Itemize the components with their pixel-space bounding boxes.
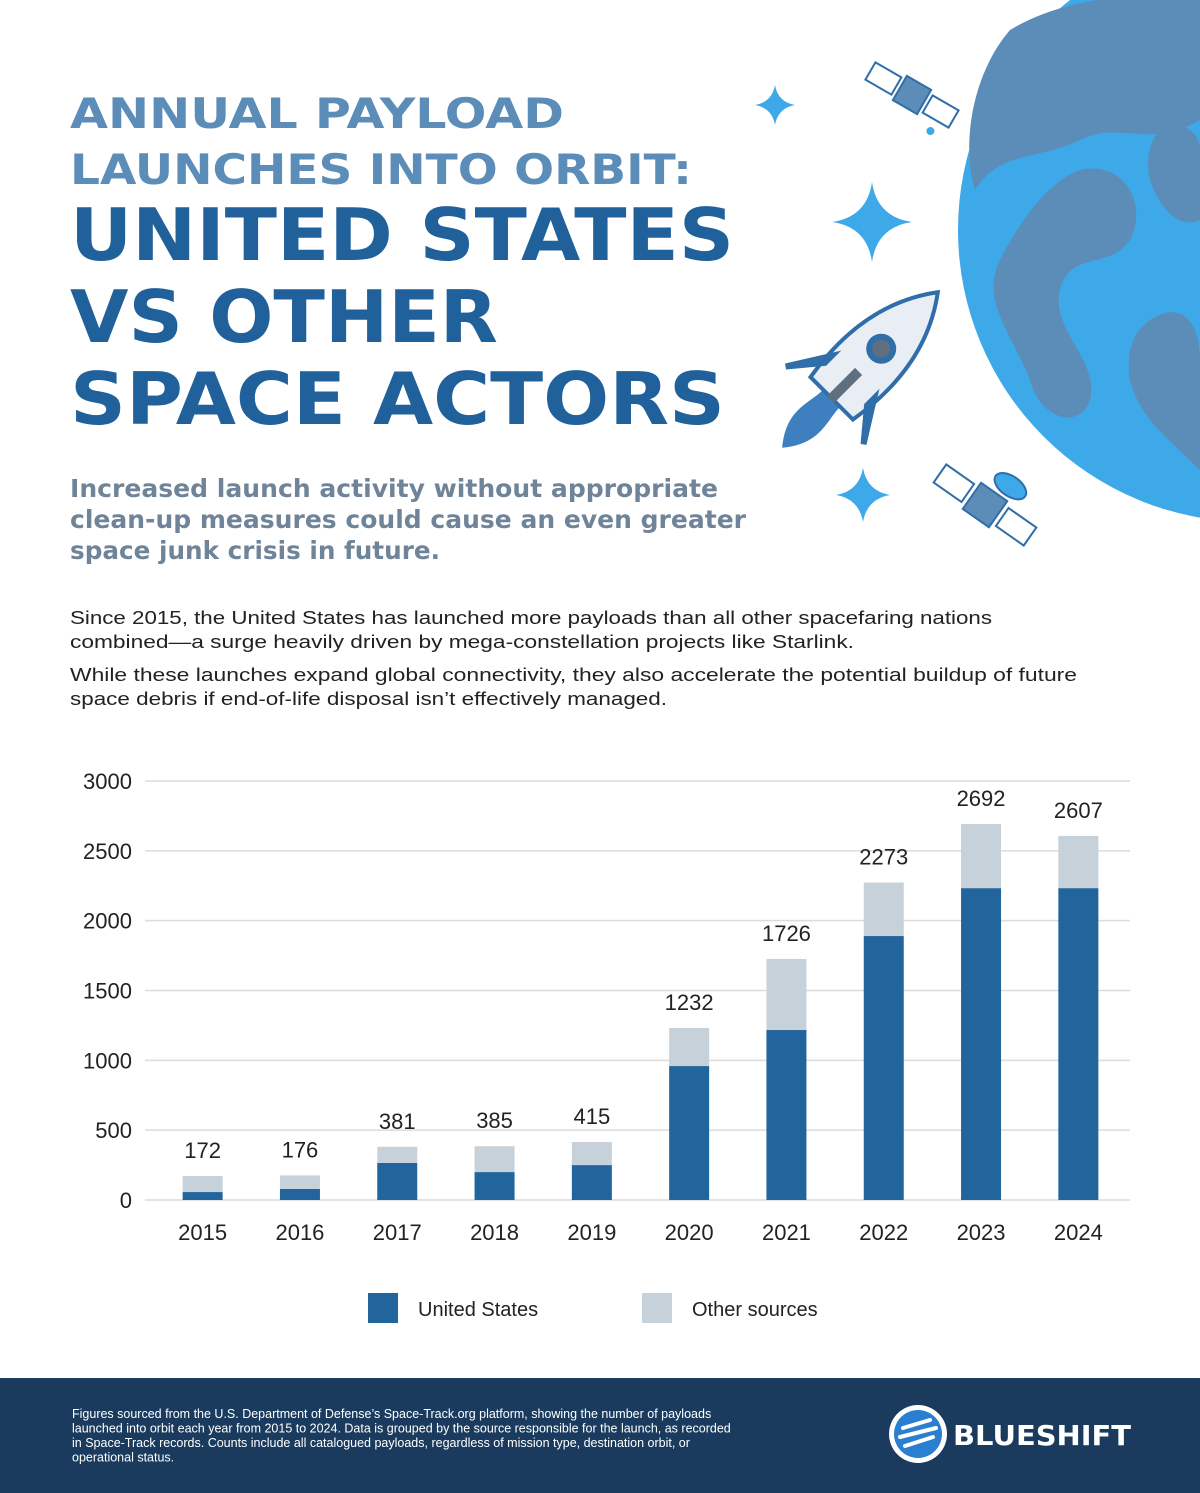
subtitle-line: Increased launch activity without approp… [70, 474, 718, 503]
body-text: combined—a surge heavily driven by mega-… [70, 632, 854, 652]
bar-segment [182, 1192, 223, 1200]
total-label: 415 [573, 1104, 610, 1129]
x-tick-label: 2015 [178, 1220, 227, 1245]
legend-label: Other sources [692, 1299, 818, 1321]
total-label: 2273 [859, 845, 908, 870]
subtitle-line: clean-up measures could cause an even gr… [70, 505, 747, 534]
bar-segment [961, 888, 1002, 1200]
brand-logo [889, 1405, 947, 1463]
body-text: Since 2015, the United States has launch… [70, 608, 992, 628]
bar-segment [279, 1188, 320, 1200]
total-label: 172 [184, 1138, 221, 1163]
legend-swatch [368, 1293, 398, 1323]
x-tick-label: 2024 [1054, 1220, 1103, 1245]
kicker-line: ANNUAL PAYLOAD [70, 89, 564, 138]
x-tick-label: 2023 [957, 1220, 1006, 1245]
footer-note: Figures sourced from the U.S. Department… [72, 1407, 711, 1421]
bar-segment [571, 1165, 612, 1200]
y-tick-label: 1000 [83, 1048, 132, 1073]
bar-segment [1058, 888, 1099, 1200]
bar-segment [766, 1030, 807, 1200]
total-label: 385 [476, 1108, 513, 1133]
x-tick-label: 2019 [567, 1220, 616, 1245]
bar-segment [182, 1175, 223, 1193]
bar-segment [863, 882, 904, 937]
total-label: 1232 [665, 990, 714, 1015]
footer-note: launched into orbit each year from 2015 … [72, 1422, 731, 1436]
bar-segment [279, 1175, 320, 1189]
total-label: 2692 [957, 786, 1006, 811]
brand-name: BLUESHIFT [953, 1419, 1131, 1452]
bar-segment [474, 1146, 515, 1173]
legend-label: United States [418, 1299, 538, 1321]
kicker-line: LAUNCHES INTO ORBIT: [70, 145, 692, 194]
total-label: 176 [282, 1137, 319, 1162]
title-line: SPACE ACTORS [70, 357, 725, 441]
bar-segment [669, 1066, 710, 1200]
legend-swatch [642, 1293, 672, 1323]
y-tick-label: 2000 [83, 909, 132, 934]
x-tick-label: 2016 [275, 1220, 324, 1245]
bar-segment [669, 1027, 710, 1067]
y-tick-label: 1500 [83, 979, 132, 1004]
stars [755, 85, 912, 522]
total-label: 381 [379, 1109, 416, 1134]
y-tick-label: 500 [95, 1118, 132, 1143]
satellite-bottom [932, 463, 1038, 547]
bar-segment [1058, 835, 1099, 889]
bar-segment [571, 1142, 612, 1166]
satellite-top [864, 60, 960, 136]
x-tick-label: 2020 [665, 1220, 714, 1245]
body-text: space debris if end-of-life disposal isn… [70, 689, 667, 709]
total-label: 2607 [1054, 798, 1103, 823]
footer-note: operational status. [72, 1451, 174, 1465]
earth-illustration [958, 0, 1200, 518]
bar-segment [377, 1146, 418, 1163]
bar-segment [766, 958, 807, 1031]
title-line: UNITED STATES [70, 193, 734, 277]
total-label: 1726 [762, 921, 811, 946]
footer-note: in Space-Track records. Counts include a… [72, 1436, 690, 1450]
y-tick-label: 3000 [83, 769, 132, 794]
title-line: VS OTHER [70, 275, 498, 359]
bar-segment [474, 1172, 515, 1200]
x-tick-label: 2018 [470, 1220, 519, 1245]
y-tick-label: 0 [120, 1188, 132, 1213]
x-tick-label: 2022 [859, 1220, 908, 1245]
bar-segment [863, 936, 904, 1200]
subtitle-line: space junk crisis in future. [70, 536, 440, 565]
y-tick-label: 2500 [83, 839, 132, 864]
bar-segment [961, 824, 1002, 889]
body-text: While these launches expand global conne… [70, 665, 1077, 685]
footer-band [0, 1378, 1200, 1493]
bar-segment [377, 1162, 418, 1200]
x-tick-label: 2017 [373, 1220, 422, 1245]
x-tick-label: 2021 [762, 1220, 811, 1245]
rocket [782, 289, 941, 448]
